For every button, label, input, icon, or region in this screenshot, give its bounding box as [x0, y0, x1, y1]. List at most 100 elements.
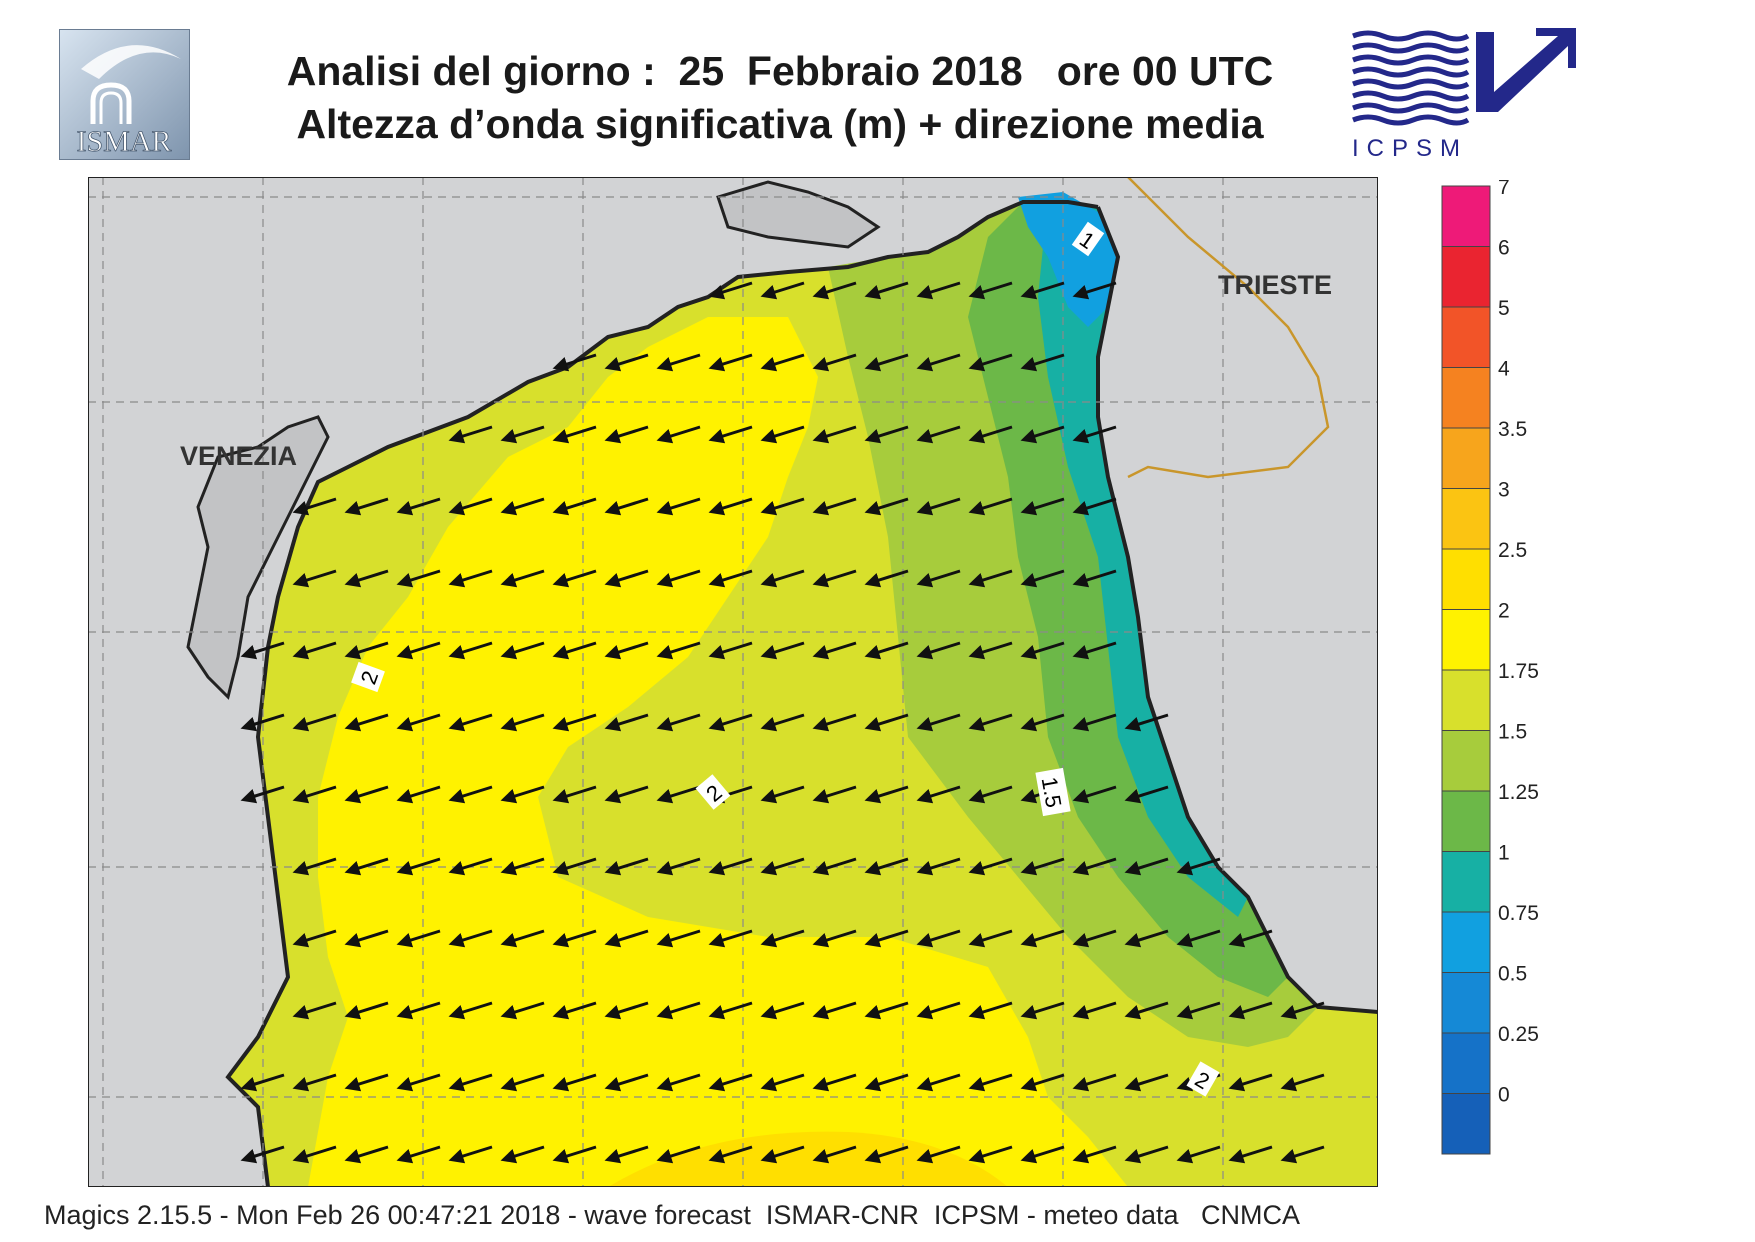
legend-tick-label: 0.5 — [1498, 963, 1527, 986]
wave-arrow — [1072, 569, 1117, 588]
wave-arrow — [812, 713, 857, 732]
wave-arrow — [708, 1073, 753, 1092]
wave-arrow — [708, 929, 753, 948]
wave-arrow — [760, 785, 805, 804]
wave-arrow — [708, 1001, 753, 1020]
wave-arrow — [552, 713, 597, 732]
wave-arrow — [1124, 1001, 1169, 1020]
wave-arrow — [1072, 785, 1117, 804]
wave-arrow — [396, 497, 441, 516]
wave-arrow — [448, 1001, 493, 1020]
wave-arrow — [1072, 713, 1117, 732]
wave-arrow — [1020, 353, 1065, 372]
wave-arrow — [968, 353, 1013, 372]
wave-arrow — [916, 785, 961, 804]
wave-arrow — [1072, 857, 1117, 876]
wave-arrow — [500, 785, 545, 804]
wave-arrow — [1020, 281, 1065, 300]
wave-arrow — [1176, 1001, 1221, 1020]
wave-arrow — [604, 1001, 649, 1020]
wave-arrow — [656, 1073, 701, 1092]
wave-arrow — [448, 929, 493, 948]
footer-credits: Magics 2.15.5 - Mon Feb 26 00:47:21 2018… — [44, 1200, 1301, 1230]
wave-arrow — [864, 713, 909, 732]
wave-arrow — [864, 1145, 909, 1164]
wave-arrow — [448, 1145, 493, 1164]
wave-arrow — [916, 353, 961, 372]
legend-swatch — [1441, 367, 1491, 429]
wave-arrow — [396, 569, 441, 588]
wave-arrow — [812, 1145, 857, 1164]
wave-arrow — [708, 713, 753, 732]
wave-arrow — [760, 497, 805, 516]
wave-arrow — [656, 1001, 701, 1020]
wave-arrow — [604, 713, 649, 732]
wave-arrow — [1020, 641, 1065, 660]
wave-arrow — [812, 1001, 857, 1020]
legend-swatch — [1441, 730, 1491, 792]
wave-arrow — [500, 713, 545, 732]
wave-arrow — [656, 1145, 701, 1164]
wave-arrow — [396, 1073, 441, 1092]
wave-arrow — [656, 569, 701, 588]
wave-arrow — [812, 497, 857, 516]
color-legend: 7 6 5 4 3.5 3 2.5 2 1.75 1.5 1.25 1 0.75 0.5 0.25 0 — [1441, 180, 1539, 1155]
wave-arrow — [916, 857, 961, 876]
wave-arrow — [344, 857, 389, 876]
legend-tick-label: 2 — [1498, 600, 1510, 623]
wave-arrow — [448, 713, 493, 732]
wave-arrow — [240, 713, 285, 732]
wave-arrow — [500, 857, 545, 876]
wave-arrow — [604, 857, 649, 876]
wave-arrow — [968, 929, 1013, 948]
legend-swatch — [1441, 306, 1491, 368]
wave-arrow — [500, 929, 545, 948]
wave-arrow — [240, 1073, 285, 1092]
wave-arrow — [656, 929, 701, 948]
wave-arrow — [500, 1145, 545, 1164]
wave-arrow — [1124, 785, 1169, 804]
wave-arrow — [292, 857, 337, 876]
wave-arrow — [968, 1001, 1013, 1020]
wave-arrow — [968, 641, 1013, 660]
wave-arrow — [1124, 929, 1169, 948]
legend-swatch — [1441, 851, 1491, 913]
wave-arrow — [292, 1073, 337, 1092]
wave-arrow — [1072, 1145, 1117, 1164]
wave-arrow — [760, 1001, 805, 1020]
wave-arrow — [344, 497, 389, 516]
wave-arrow — [292, 641, 337, 660]
wave-arrow — [760, 1073, 805, 1092]
legend-swatch — [1441, 548, 1491, 610]
legend-swatch — [1441, 1093, 1491, 1155]
wave-arrow — [344, 641, 389, 660]
wave-arrow — [1124, 857, 1169, 876]
wave-arrow — [1020, 857, 1065, 876]
wave-arrow — [708, 641, 753, 660]
wave-arrow — [1124, 1145, 1169, 1164]
wave-arrow — [1072, 281, 1117, 300]
wave-arrow — [292, 569, 337, 588]
wave-arrow — [708, 497, 753, 516]
wave-arrow — [604, 641, 649, 660]
icpsm-logo-text: ICPSM — [1352, 135, 1468, 162]
legend-tick-label: 0.25 — [1498, 1023, 1539, 1046]
wave-arrow — [708, 425, 753, 444]
wave-arrow — [1020, 497, 1065, 516]
legend-tick-label: 1.75 — [1498, 660, 1539, 683]
wave-arrow — [708, 353, 753, 372]
wave-arrow — [500, 1001, 545, 1020]
wave-arrow — [812, 785, 857, 804]
wave-arrow — [760, 281, 805, 300]
wave-arrow — [396, 785, 441, 804]
wave-arrow — [552, 929, 597, 948]
wave-arrow — [1228, 1001, 1273, 1020]
wave-arrow — [864, 497, 909, 516]
zone-1-1.25 — [1038, 197, 1248, 917]
wave-arrow — [604, 929, 649, 948]
wave-arrow — [604, 497, 649, 516]
wave-arrow — [448, 569, 493, 588]
wave-arrow — [552, 857, 597, 876]
wave-arrow — [344, 713, 389, 732]
wave-arrow — [500, 425, 545, 444]
